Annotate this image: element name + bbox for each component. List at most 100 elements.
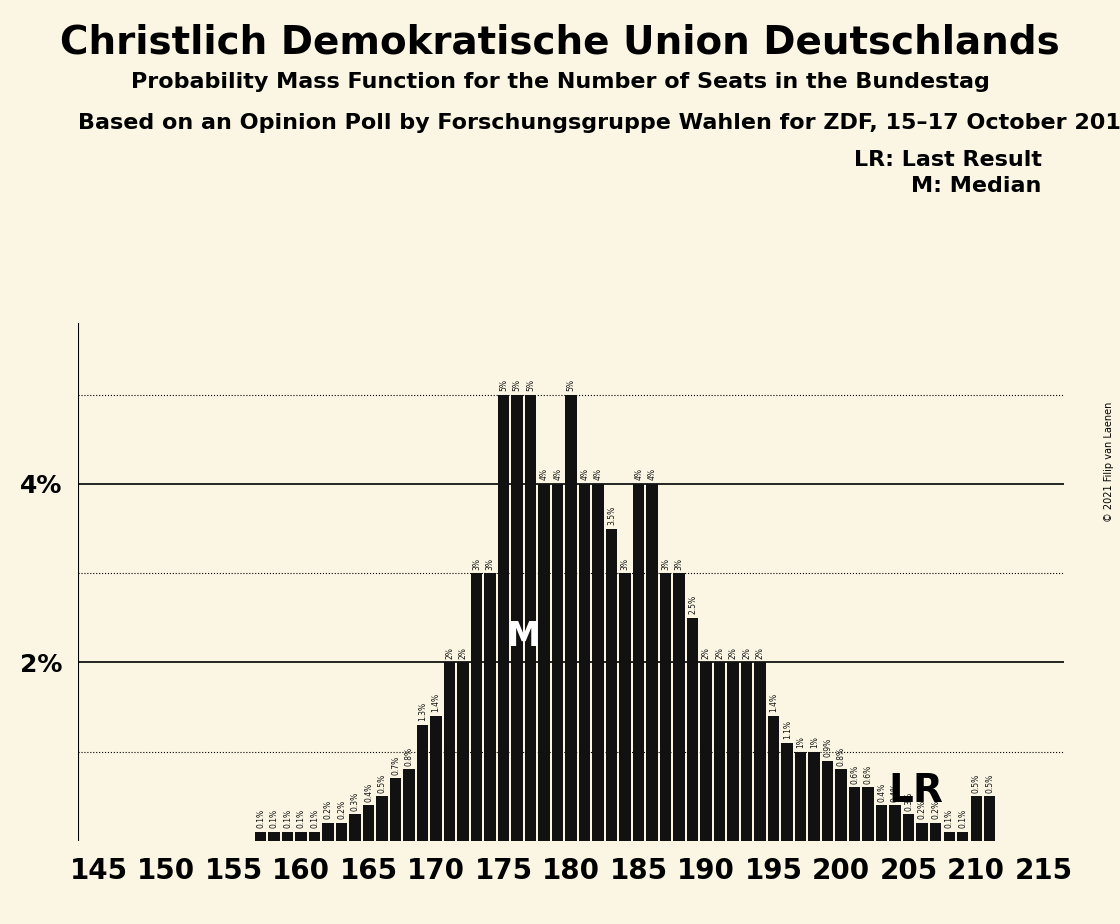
- Bar: [390, 778, 401, 841]
- Text: 1.4%: 1.4%: [769, 693, 778, 712]
- Text: LR: Last Result: LR: Last Result: [853, 150, 1042, 170]
- Text: 5%: 5%: [526, 379, 535, 391]
- Bar: [862, 787, 874, 841]
- Text: Based on an Opinion Poll by Forschungsgruppe Wahlen for ZDF, 15–17 October 2019: Based on an Opinion Poll by Forschungsgr…: [78, 113, 1120, 133]
- Bar: [470, 573, 483, 841]
- Text: 1.1%: 1.1%: [783, 720, 792, 739]
- Text: 4%: 4%: [580, 468, 589, 480]
- Text: 0.9%: 0.9%: [823, 737, 832, 757]
- Bar: [417, 724, 429, 841]
- Text: M: Median: M: Median: [912, 176, 1042, 196]
- Text: 0.2%: 0.2%: [917, 800, 926, 820]
- Bar: [255, 832, 267, 841]
- Text: 0.6%: 0.6%: [864, 764, 872, 784]
- Text: 2.5%: 2.5%: [688, 595, 698, 614]
- Bar: [512, 395, 523, 841]
- Bar: [809, 751, 820, 841]
- Bar: [376, 796, 388, 841]
- Bar: [282, 832, 293, 841]
- Bar: [498, 395, 510, 841]
- Bar: [673, 573, 685, 841]
- Text: 3%: 3%: [661, 557, 670, 569]
- Bar: [579, 484, 590, 841]
- Text: 0.4%: 0.4%: [877, 783, 886, 802]
- Text: 2%: 2%: [743, 647, 752, 659]
- Text: 0.3%: 0.3%: [351, 791, 360, 810]
- Text: 2%: 2%: [702, 647, 711, 659]
- Text: 0.5%: 0.5%: [986, 773, 995, 793]
- Bar: [916, 823, 928, 841]
- Text: 1.3%: 1.3%: [418, 702, 427, 722]
- Text: 4%: 4%: [634, 468, 643, 480]
- Bar: [687, 618, 699, 841]
- Bar: [525, 395, 536, 841]
- Text: LR: LR: [888, 772, 943, 809]
- Bar: [956, 832, 969, 841]
- Text: 0.2%: 0.2%: [324, 800, 333, 820]
- Bar: [755, 663, 766, 841]
- Text: 3%: 3%: [486, 557, 495, 569]
- Bar: [984, 796, 996, 841]
- Text: 0.1%: 0.1%: [297, 809, 306, 828]
- Bar: [323, 823, 334, 841]
- Bar: [457, 663, 469, 841]
- Bar: [349, 814, 361, 841]
- Text: 0.4%: 0.4%: [364, 783, 373, 802]
- Bar: [822, 760, 833, 841]
- Text: 0.3%: 0.3%: [904, 791, 913, 810]
- Bar: [660, 573, 672, 841]
- Bar: [646, 484, 657, 841]
- Text: 0.1%: 0.1%: [270, 809, 279, 828]
- Bar: [782, 743, 793, 841]
- Bar: [713, 663, 726, 841]
- Text: 0.7%: 0.7%: [391, 756, 400, 775]
- Bar: [336, 823, 347, 841]
- Text: 2%: 2%: [729, 647, 738, 659]
- Bar: [363, 805, 374, 841]
- Text: 2%: 2%: [459, 647, 468, 659]
- Bar: [592, 484, 604, 841]
- Text: 2%: 2%: [445, 647, 455, 659]
- Bar: [889, 805, 900, 841]
- Text: 0.2%: 0.2%: [337, 800, 346, 820]
- Bar: [606, 529, 617, 841]
- Text: 0.1%: 0.1%: [959, 809, 968, 828]
- Bar: [539, 484, 550, 841]
- Text: 0.1%: 0.1%: [310, 809, 319, 828]
- Bar: [296, 832, 307, 841]
- Bar: [728, 663, 739, 841]
- Text: 5%: 5%: [500, 379, 508, 391]
- Bar: [633, 484, 644, 841]
- Text: 4%: 4%: [553, 468, 562, 480]
- Bar: [971, 796, 982, 841]
- Bar: [430, 716, 442, 841]
- Text: Probability Mass Function for the Number of Seats in the Bundestag: Probability Mass Function for the Number…: [131, 72, 989, 92]
- Text: 0.4%: 0.4%: [890, 783, 899, 802]
- Text: 0.5%: 0.5%: [377, 773, 386, 793]
- Text: 0.1%: 0.1%: [256, 809, 265, 828]
- Text: 4%: 4%: [594, 468, 603, 480]
- Text: 0.1%: 0.1%: [283, 809, 292, 828]
- Bar: [485, 573, 496, 841]
- Text: 4%: 4%: [540, 468, 549, 480]
- Bar: [930, 823, 942, 841]
- Text: 0.8%: 0.8%: [837, 747, 846, 766]
- Text: 1%: 1%: [796, 736, 805, 748]
- Text: 0.5%: 0.5%: [972, 773, 981, 793]
- Bar: [309, 832, 320, 841]
- Text: 4%: 4%: [647, 468, 656, 480]
- Bar: [741, 663, 753, 841]
- Text: 2%: 2%: [756, 647, 765, 659]
- Text: 1.4%: 1.4%: [431, 693, 440, 712]
- Text: 0.2%: 0.2%: [931, 800, 940, 820]
- Bar: [876, 805, 887, 841]
- Text: © 2021 Filip van Laenen: © 2021 Filip van Laenen: [1104, 402, 1114, 522]
- Text: 5%: 5%: [513, 379, 522, 391]
- Text: 5%: 5%: [567, 379, 576, 391]
- Text: 0.6%: 0.6%: [850, 764, 859, 784]
- Bar: [444, 663, 456, 841]
- Text: 2%: 2%: [716, 647, 725, 659]
- Bar: [269, 832, 280, 841]
- Text: 1%: 1%: [810, 736, 819, 748]
- Bar: [700, 663, 712, 841]
